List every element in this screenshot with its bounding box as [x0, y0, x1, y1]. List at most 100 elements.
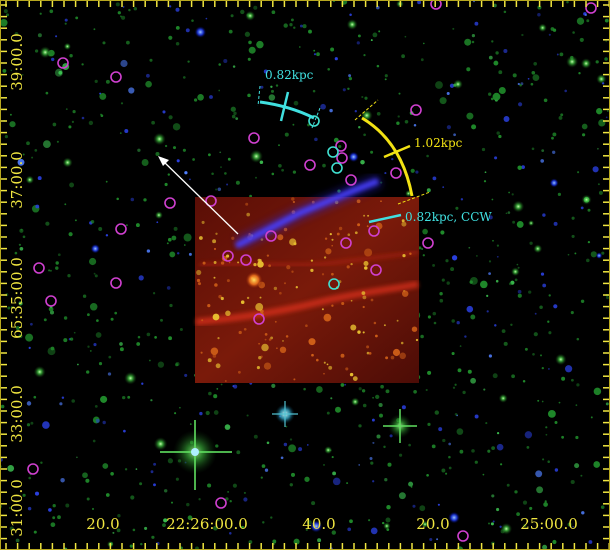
star [155, 151, 160, 157]
star [462, 390, 466, 395]
inset-source [352, 376, 358, 381]
star [314, 137, 318, 142]
star [153, 483, 156, 487]
bright-star [538, 23, 547, 33]
star [100, 113, 102, 116]
star [492, 239, 494, 242]
arrow-head [158, 156, 169, 166]
star [552, 150, 556, 154]
star [582, 133, 586, 137]
magenta-circle-icon [248, 132, 260, 144]
inset-source [256, 366, 260, 370]
inset-source [347, 233, 351, 236]
star [288, 444, 297, 453]
star [466, 67, 471, 72]
scale-bar-upper [257, 85, 321, 129]
star [26, 401, 32, 406]
inset-source [289, 238, 297, 246]
star [577, 171, 580, 174]
star [320, 103, 326, 110]
star [601, 251, 605, 255]
star [547, 367, 550, 370]
star [529, 506, 533, 510]
star [0, 404, 5, 409]
star [9, 113, 12, 116]
star [542, 544, 548, 550]
bright-star [194, 26, 207, 38]
star [459, 345, 462, 347]
magenta-circle-icon [164, 197, 176, 209]
star [82, 472, 88, 479]
star [58, 70, 63, 75]
star [550, 27, 555, 31]
star [522, 500, 528, 505]
magenta-circle-markers [27, 0, 597, 542]
star [561, 376, 566, 381]
star [451, 319, 455, 323]
star [199, 411, 203, 416]
red-filament-faint [199, 250, 419, 267]
star [452, 27, 455, 30]
star [361, 95, 364, 99]
star [338, 144, 342, 149]
star [432, 176, 437, 181]
star [6, 13, 9, 17]
inset-source [218, 294, 222, 299]
star [441, 278, 445, 282]
star [65, 108, 68, 110]
star [10, 306, 13, 309]
bright-star [383, 522, 391, 530]
star [94, 79, 98, 84]
star [558, 401, 561, 404]
star [133, 7, 137, 11]
star [146, 249, 151, 253]
inset-source [400, 341, 404, 345]
star [198, 498, 201, 501]
star [560, 113, 564, 117]
star [408, 481, 414, 487]
star [323, 463, 325, 466]
inset-source [340, 353, 345, 358]
star [516, 220, 524, 228]
dec-label: 39:00.0 [8, 33, 26, 91]
inset-source [383, 324, 386, 327]
star [215, 188, 218, 191]
star [534, 312, 537, 315]
star [327, 67, 331, 71]
star [136, 342, 141, 346]
star [322, 163, 326, 168]
inset-source [264, 333, 268, 336]
star [561, 435, 565, 439]
star [356, 41, 360, 45]
inset-source [363, 214, 366, 217]
star [491, 446, 495, 450]
star [332, 477, 341, 486]
star [364, 96, 368, 100]
inset-source [255, 303, 264, 311]
star [205, 410, 210, 416]
star [470, 377, 476, 384]
star [166, 242, 169, 245]
magenta-circle-icon [215, 497, 227, 509]
star [18, 334, 23, 339]
star [31, 156, 34, 159]
star [485, 422, 488, 425]
star [432, 263, 436, 267]
star [183, 233, 192, 242]
star [467, 369, 472, 374]
inset-source [357, 223, 361, 227]
bright-star [39, 46, 52, 59]
star [508, 191, 510, 194]
bright-star [421, 520, 429, 528]
inset-source [411, 326, 418, 332]
inset-source [375, 334, 378, 338]
star [49, 269, 52, 272]
scale-label-right: 1.02kpc [414, 136, 463, 150]
star [417, 0, 422, 5]
magenta-circle-icon [265, 230, 277, 242]
star [162, 110, 166, 114]
star [272, 539, 277, 544]
star [260, 476, 263, 479]
star [266, 441, 270, 445]
inset-source [215, 363, 221, 369]
